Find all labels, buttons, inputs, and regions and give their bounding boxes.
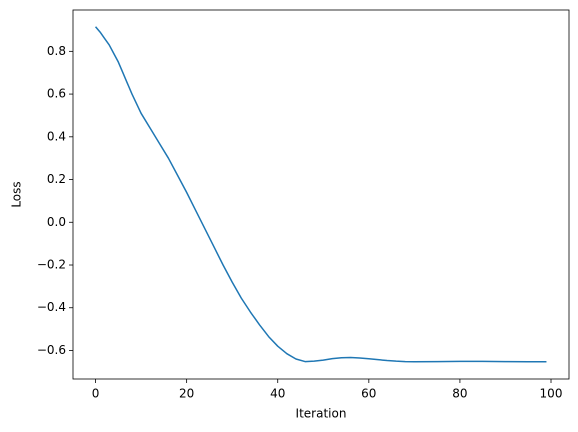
x-tick-label: 60 (361, 387, 376, 401)
x-tick-label: 0 (92, 387, 100, 401)
x-tick-label: 80 (452, 387, 467, 401)
y-axis-label: Loss (10, 181, 24, 207)
y-tick-label: 0.0 (47, 215, 66, 229)
plot-frame (72, 9, 570, 380)
y-tick-label: −0.6 (37, 343, 66, 357)
y-tick-label: −0.2 (37, 258, 66, 272)
x-tick-label: 40 (270, 387, 285, 401)
y-tick-label: −0.4 (37, 300, 66, 314)
x-tick-label: 20 (179, 387, 194, 401)
y-tick-label: 0.4 (47, 129, 66, 143)
line-series (94, 26, 547, 363)
x-axis-label: Iteration (296, 407, 347, 421)
x-tick-label: 100 (540, 387, 563, 401)
y-tick-label: 0.6 (47, 87, 66, 101)
y-tick-label: 0.2 (47, 172, 66, 186)
y-tick-label: 0.8 (47, 44, 66, 58)
